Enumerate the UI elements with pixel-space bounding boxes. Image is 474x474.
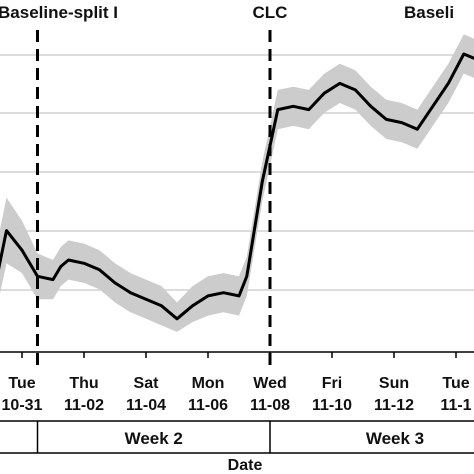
x-tick-date: 11-10 [312,397,352,414]
x-tick-day: Tue [442,375,469,392]
x-tick-labels: Tue 10-31 Thu 11-02 Sat 11-04 Mon 11-06 Wed 11-08… [2,375,472,414]
x-tick-date: 11-02 [64,397,104,414]
data-point [447,82,450,85]
x-axis [0,351,474,358]
data-point [114,282,116,284]
data-point [339,82,341,85]
data-point [370,105,372,108]
data-point [67,259,70,261]
x-tick-day: Wed [253,375,286,392]
data-point [160,305,163,307]
data-point [401,121,403,124]
data-point [191,305,194,307]
week-label: Week 3 [366,429,424,448]
data-point [246,275,248,278]
data-point [354,89,357,91]
x-tick-date: 11-06 [188,397,228,414]
week-label: Week 2 [125,429,183,448]
x-tick-date: 11-08 [250,397,290,414]
x-tick-day: Thu [69,375,98,392]
data-point [416,128,419,130]
data-point [145,298,147,301]
data-point [98,269,101,271]
x-tick-date: 10-31 [2,397,43,414]
data-point [222,291,225,294]
phase-label: Baseli [404,3,454,22]
phase-dividers [36,30,272,372]
data-point [292,105,295,108]
phase-labels: Baseline-split I CLC Baseli [0,3,454,22]
data-point [323,92,326,94]
data-point [463,53,465,55]
data-point [83,262,85,265]
phase-label: Baseline-split I [0,3,118,22]
data-point [432,105,434,108]
x-tick-day: Mon [192,375,225,392]
series-lines [0,52,474,321]
data-point [261,180,264,183]
data-point [60,265,62,268]
data-point [385,118,388,121]
data-point [308,108,310,111]
x-tick-day: Fri [322,375,342,392]
x-axis-label: Date [228,457,263,474]
data-point [36,275,39,278]
data-point [129,291,132,294]
phase-label: CLC [253,3,288,22]
x-tick-date: 11-12 [374,397,414,414]
confidence-bands [0,34,474,332]
week-band: Week 2 Week 3 [0,420,474,454]
data-point [21,249,23,251]
x-tick-day: Sun [379,375,409,392]
data-point [52,278,54,281]
confidence-band [0,34,474,332]
data-point [238,295,240,297]
x-tick-date: 11-04 [126,397,166,414]
x-tick-day: Sat [134,375,160,392]
x-tick-day: Tue [8,375,35,392]
data-point [5,229,8,232]
data-point [176,318,178,320]
data-point [207,295,209,297]
x-tick-date: 11-1 [440,397,471,414]
data-point [277,108,279,111]
